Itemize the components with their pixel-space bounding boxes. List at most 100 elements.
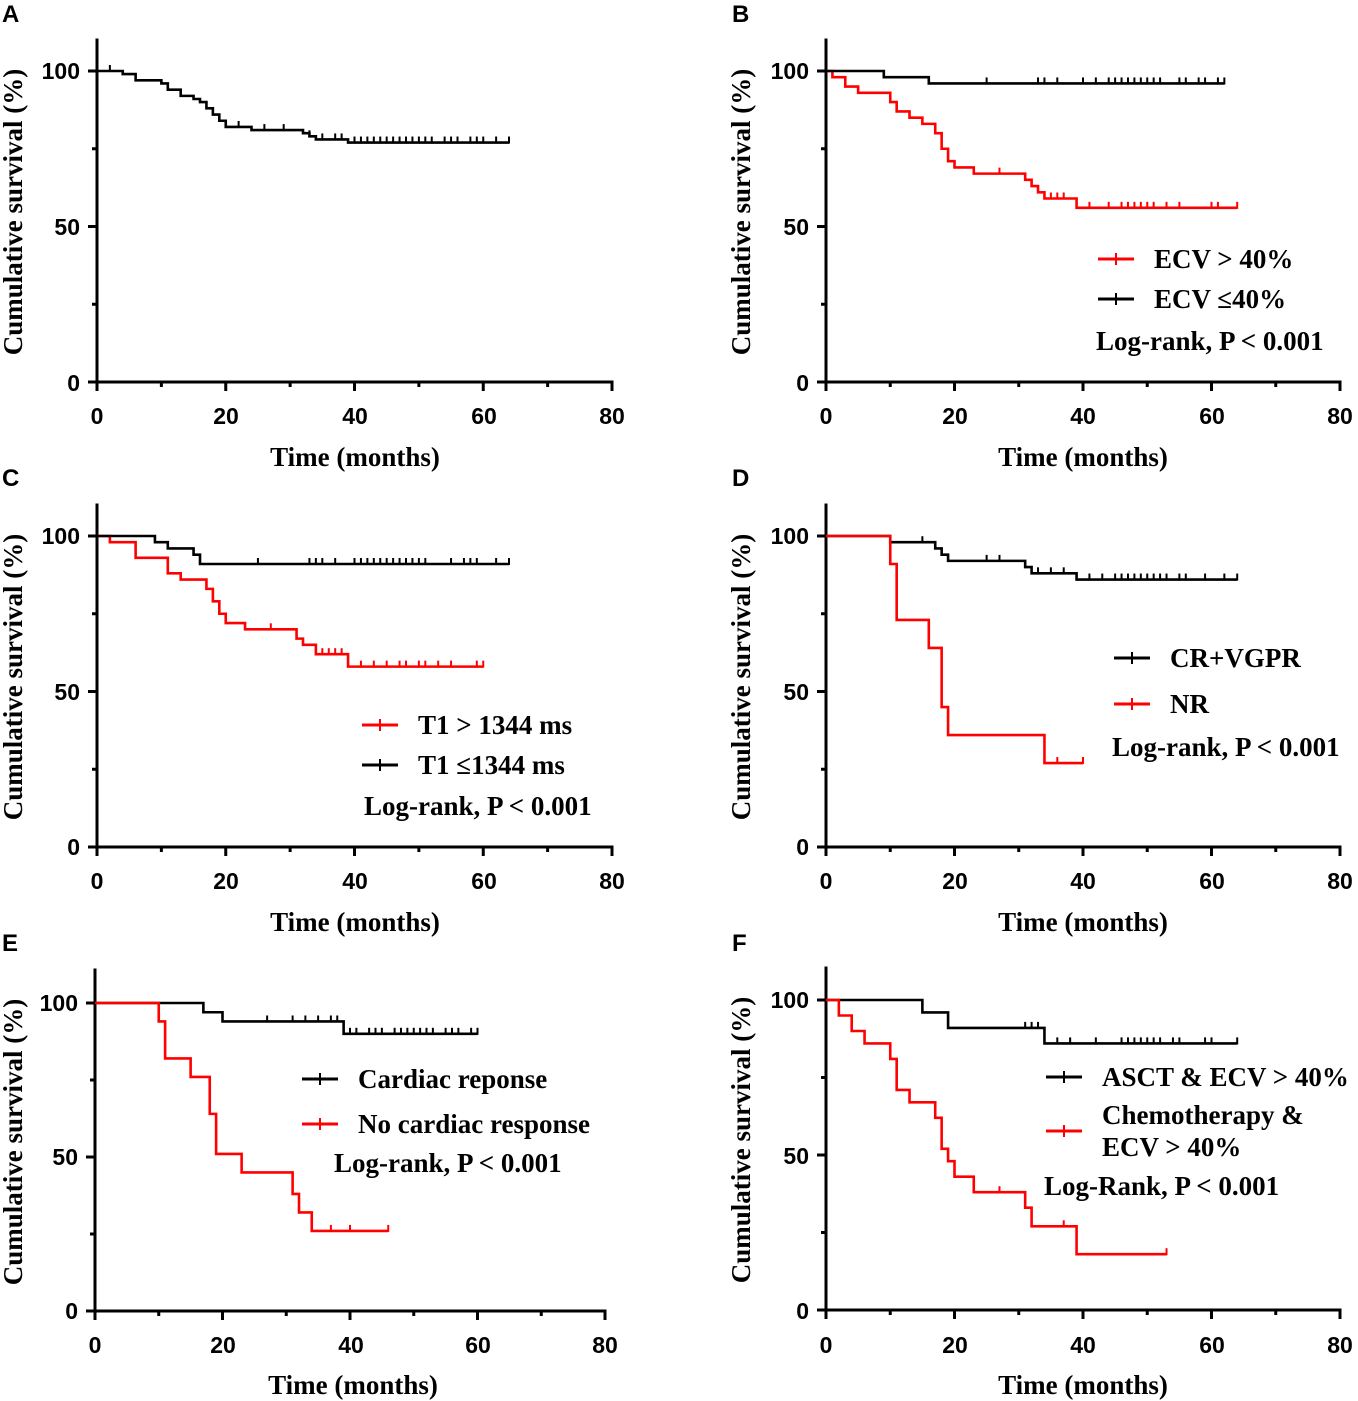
x-tick-label: 80 — [1327, 868, 1353, 894]
legend-label-nr: NR — [1170, 689, 1209, 719]
panel-b: B 0 20 40 60 80 0 50 100 Time (months) C… — [726, 1, 1353, 472]
y-axis-title: Cumulative survival (%) — [726, 997, 756, 1284]
logrank-stat: Log-rank, P < 0.001 — [334, 1148, 562, 1178]
x-tick-label: 40 — [342, 868, 368, 894]
y-tick-label: 0 — [796, 834, 809, 860]
x-axis-title: Time (months) — [998, 442, 1168, 472]
panel-c-plot — [88, 503, 614, 856]
y-tick-label: 0 — [67, 370, 80, 396]
x-tick-label: 60 — [471, 403, 497, 429]
survival-curve-0 — [97, 69, 509, 144]
panel-letter-f: F — [732, 930, 747, 957]
panel-e-plot — [86, 968, 607, 1320]
legend-label-chemo-line2: ECV > 40% — [1102, 1132, 1241, 1162]
y-tick-label: 50 — [54, 679, 80, 705]
legend-label-asct: ASCT & ECV > 40% — [1102, 1062, 1349, 1092]
survival-curve-0 — [826, 998, 1238, 1045]
panel-letter-b: B — [732, 1, 749, 28]
y-axis-title: Cumulative survival (%) — [0, 534, 28, 821]
legend-label-no-cardiac-response: No cardiac response — [358, 1109, 590, 1139]
y-tick-label: 50 — [783, 214, 809, 240]
survival-curve-1 — [826, 69, 1225, 85]
panel-a-plot — [88, 38, 614, 391]
y-axis-title: Cumulative survival (%) — [726, 69, 756, 356]
y-tick-label: 0 — [67, 834, 80, 860]
legend-label-ecv-low: ECV ≤40% — [1154, 284, 1286, 314]
panel-e: E 0 20 40 60 80 0 50 100 Time (months) C… — [0, 930, 618, 1400]
panel-d-plot — [817, 503, 1342, 856]
logrank-stat: Log-Rank, P < 0.001 — [1044, 1171, 1279, 1201]
y-axis-title: Cumulative survival (%) — [0, 999, 28, 1286]
y-tick-label: 100 — [42, 58, 80, 84]
legend-label-cardiac-response: Cardiac reponse — [358, 1064, 547, 1094]
panel-f-plot — [817, 966, 1342, 1319]
x-tick-label: 60 — [1199, 868, 1225, 894]
logrank-stat: Log-rank, P < 0.001 — [1096, 326, 1324, 356]
legend-label-ecv-high: ECV > 40% — [1154, 244, 1293, 274]
x-tick-label: 60 — [1199, 1332, 1225, 1358]
survival-curve-0 — [826, 534, 1238, 581]
y-tick-label: 0 — [796, 1298, 809, 1324]
x-tick-label: 0 — [91, 868, 104, 894]
x-tick-label: 40 — [338, 1332, 364, 1358]
x-tick-label: 40 — [1070, 1332, 1096, 1358]
x-tick-label: 0 — [820, 868, 833, 894]
x-tick-label: 0 — [91, 403, 104, 429]
x-tick-label: 20 — [213, 868, 239, 894]
y-tick-label: 50 — [52, 1144, 78, 1170]
legend-label-chemo-line1: Chemotherapy & — [1102, 1100, 1304, 1130]
y-axis-title: Cumulative survival (%) — [726, 534, 756, 821]
survival-curve-1 — [97, 534, 509, 566]
y-tick-label: 50 — [783, 1143, 809, 1169]
x-tick-label: 60 — [465, 1332, 491, 1358]
x-tick-label: 60 — [1199, 403, 1225, 429]
x-axis-title: Time (months) — [998, 1370, 1168, 1400]
panel-letter-e: E — [2, 930, 18, 957]
y-tick-label: 100 — [771, 523, 809, 549]
x-axis-title: Time (months) — [268, 1370, 438, 1400]
panel-b-plot — [817, 38, 1342, 391]
y-tick-label: 0 — [65, 1298, 78, 1324]
panel-a: A 0 20 40 60 80 0 50 100 Time (months) C… — [0, 1, 625, 472]
y-tick-label: 50 — [54, 214, 80, 240]
x-tick-label: 0 — [820, 1332, 833, 1358]
y-tick-label: 100 — [40, 990, 78, 1016]
x-tick-label: 80 — [1327, 1332, 1353, 1358]
logrank-stat: Log-rank, P < 0.001 — [364, 791, 592, 821]
panel-f: F 0 20 40 60 80 0 50 100 Time (months) C… — [726, 930, 1353, 1400]
survival-curve-1 — [826, 534, 1083, 765]
x-tick-label: 40 — [342, 403, 368, 429]
legend-label-t1-low: T1 ≤1344 ms — [418, 750, 565, 780]
x-tick-label: 20 — [210, 1332, 236, 1358]
y-tick-label: 0 — [796, 370, 809, 396]
panel-letter-d: D — [732, 465, 749, 492]
x-axis-title: Time (months) — [270, 442, 440, 472]
logrank-stat: Log-rank, P < 0.001 — [1112, 732, 1340, 762]
y-tick-label: 100 — [771, 987, 809, 1013]
survival-curve-1 — [826, 998, 1167, 1256]
y-axis-title: Cumulative survival (%) — [0, 69, 28, 356]
x-tick-label: 60 — [471, 868, 497, 894]
x-axis-title: Time (months) — [270, 907, 440, 937]
y-tick-label: 100 — [771, 58, 809, 84]
survival-curve-0 — [826, 69, 1238, 210]
panel-c: C 0 20 40 60 80 0 50 100 Time (months) C… — [0, 465, 625, 937]
legend-label-cr-vgpr: CR+VGPR — [1170, 643, 1301, 673]
survival-curve-0 — [97, 534, 484, 668]
x-tick-label: 20 — [942, 868, 968, 894]
x-tick-label: 20 — [942, 1332, 968, 1358]
x-tick-label: 80 — [599, 868, 625, 894]
x-axis-title: Time (months) — [998, 907, 1168, 937]
x-tick-label: 80 — [599, 403, 625, 429]
x-tick-label: 20 — [942, 403, 968, 429]
x-tick-label: 40 — [1070, 868, 1096, 894]
x-tick-label: 80 — [592, 1332, 618, 1358]
x-tick-label: 40 — [1070, 403, 1096, 429]
x-tick-label: 0 — [89, 1332, 102, 1358]
panel-d: D 0 20 40 60 80 0 50 100 Time (months) C… — [726, 465, 1353, 937]
y-tick-label: 100 — [42, 523, 80, 549]
survival-curve-1 — [95, 1001, 389, 1233]
panel-letter-c: C — [2, 465, 19, 492]
legend-label-t1-high: T1 > 1344 ms — [418, 710, 572, 740]
